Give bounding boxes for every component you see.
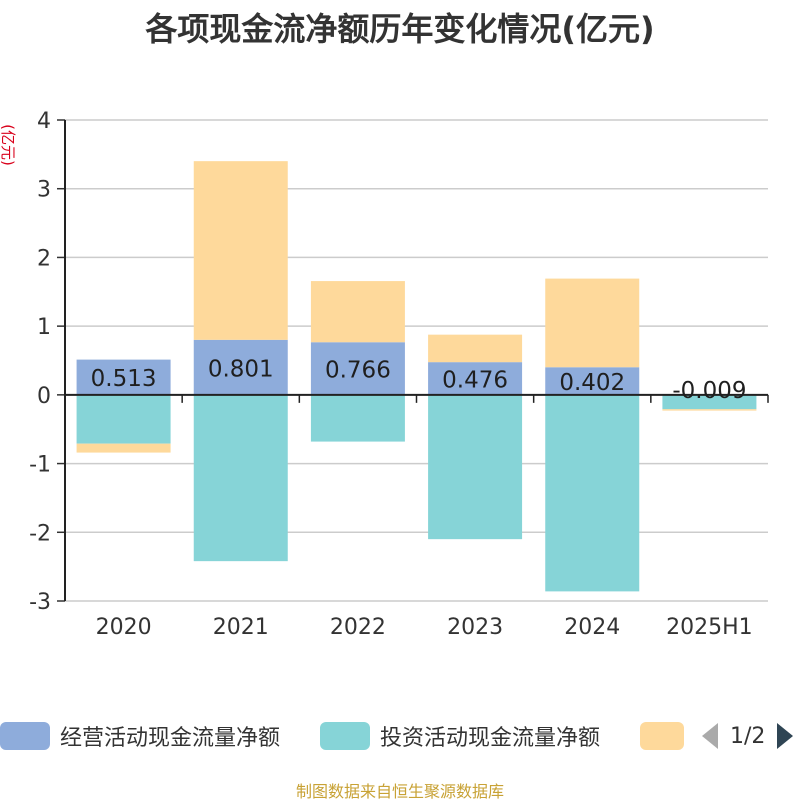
bar-financing-2025H1 xyxy=(662,409,757,411)
legend-swatch-financing xyxy=(640,722,684,750)
bar-investing-2022 xyxy=(310,394,405,442)
x-tick-label: 2021 xyxy=(213,615,269,640)
y-tick-label: -2 xyxy=(29,521,51,546)
y-axis-label: (亿元) xyxy=(0,124,17,166)
data-label-operating-2023: 0.476 xyxy=(442,368,508,394)
bar-investing-2024 xyxy=(545,394,640,592)
bar-operating-2020 xyxy=(76,359,171,395)
label-layer: 0.513 0.801 0.766 0.476 0.402 -0.009 xyxy=(91,356,747,404)
bar-operating-2022 xyxy=(310,342,405,395)
legend-item-investing[interactable]: 投资活动现金流量净额 xyxy=(320,716,600,756)
legend-page-indicator: 1/2 xyxy=(730,723,766,749)
data-label-operating-2024: 0.402 xyxy=(559,370,625,396)
y-tick-label: -3 xyxy=(29,590,51,615)
bar-financing-2024 xyxy=(545,278,640,368)
bar-financing-2021 xyxy=(193,161,288,340)
legend-swatch-investing xyxy=(320,722,370,750)
x-tick-label: 2020 xyxy=(96,615,152,640)
legend-label-investing: 投资活动现金流量净额 xyxy=(380,726,601,751)
legend-label-operating: 经营活动现金流量净额 xyxy=(60,726,281,751)
x-tick-label: 2024 xyxy=(564,615,620,640)
legend-item-operating[interactable]: 经营活动现金流量净额 xyxy=(0,716,280,756)
legend-swatch-operating xyxy=(0,722,50,750)
x-tick-label: 2023 xyxy=(447,615,503,640)
bar-financing-2022 xyxy=(310,281,405,343)
y-tick-label: 0 xyxy=(37,384,51,409)
y-tick-label: 2 xyxy=(37,246,51,271)
legend-prev-page-icon[interactable] xyxy=(702,723,718,749)
bar-operating-2024 xyxy=(545,367,640,395)
legend-item-financing[interactable] xyxy=(640,716,684,756)
data-label-operating-2020: 0.513 xyxy=(91,366,157,392)
x-tick-label: 2022 xyxy=(330,615,386,640)
y-tick-label: 1 xyxy=(37,315,51,340)
bar-financing-2020 xyxy=(76,443,171,453)
x-tick-label: 2025H1 xyxy=(666,615,753,640)
y-tick-label: 3 xyxy=(37,178,51,203)
bar-layer xyxy=(76,161,757,592)
data-label-operating-2025H1: -0.009 xyxy=(672,378,746,404)
legend: 经营活动现金流量净额 投资活动现金流量净额 1/2 xyxy=(0,716,800,756)
bar-operating-2023 xyxy=(428,362,523,395)
data-label-operating-2022: 0.766 xyxy=(325,358,391,384)
bar-operating-2021 xyxy=(193,339,288,395)
bar-financing-2023 xyxy=(428,334,523,363)
bar-investing-2025H1 xyxy=(662,395,757,410)
data-source-note: 制图数据来自恒生聚源数据库 xyxy=(295,782,504,801)
y-tick-label: -1 xyxy=(29,453,51,478)
bar-investing-2021 xyxy=(193,394,288,562)
y-tick-label: 4 xyxy=(37,109,51,134)
chart-title: 各项现金流净额历年变化情况(亿元) xyxy=(145,10,655,48)
axis-layer: 4 3 2 1 0 -1 -2 -3 (亿元) 2020 2021 2022 2023 2024 2025H… xyxy=(0,109,769,640)
grid-layer xyxy=(65,119,768,602)
bar-investing-2020 xyxy=(76,394,171,444)
legend-next-page-icon[interactable] xyxy=(777,723,794,749)
data-label-operating-2021: 0.801 xyxy=(208,356,274,382)
legend-pager: 1/2 xyxy=(702,716,794,756)
bar-investing-2023 xyxy=(428,394,523,540)
